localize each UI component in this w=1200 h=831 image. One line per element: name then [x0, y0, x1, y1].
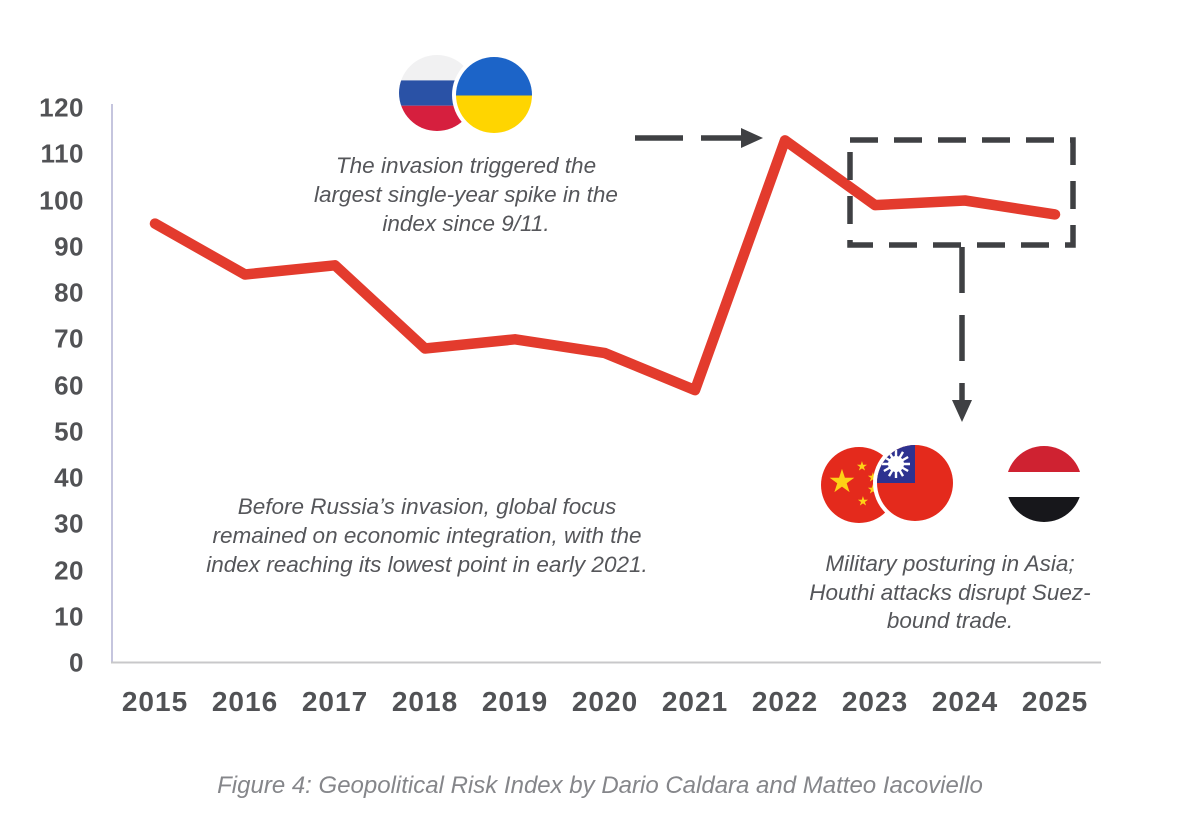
- y-tick-label: 70: [54, 323, 84, 354]
- asia-annotation: Military posturing in Asia; Houthi attac…: [770, 550, 1130, 636]
- x-tick-label: 2018: [391, 686, 459, 717]
- x-tick-label: 2019: [481, 686, 549, 717]
- svg-text:★: ★: [867, 483, 879, 498]
- x-tick-label: 2022: [751, 686, 819, 717]
- annotation-line: remained on economic integration, with t…: [212, 523, 642, 548]
- x-tick-label: 2025: [1021, 686, 1089, 717]
- taiwan-flag-icon: [873, 441, 957, 525]
- annotation-line: The invasion triggered the: [335, 153, 597, 178]
- risk-index-line: [149, 135, 1061, 396]
- ukraine-flag-icon: [452, 53, 536, 137]
- y-tick-label: 90: [54, 231, 84, 262]
- invasion-annotation: The invasion triggered the largest singl…: [291, 151, 641, 238]
- figure-caption: Figure 4: Geopolitical Risk Index by Dar…: [217, 772, 983, 799]
- x-tick-label: 2015: [121, 686, 189, 717]
- y-axis-labels: 0 10 20 30 40 50 60 70 80 90 100 110 120: [0, 0, 84, 831]
- annotation-line: bound trade.: [886, 608, 1014, 633]
- annotation-line: largest single-year spike in the: [314, 182, 618, 207]
- x-tick-label: 2021: [661, 686, 729, 717]
- y-tick-label: 120: [39, 92, 84, 123]
- y-tick-label: 100: [39, 185, 84, 215]
- y-tick-label: 40: [54, 462, 84, 493]
- annotation-line: index since 9/11.: [382, 211, 550, 236]
- annotation-line: index reaching its lowest point in early…: [206, 552, 648, 577]
- svg-text:★: ★: [857, 495, 869, 510]
- annotation-line: Houthi attacks disrupt Suez-: [809, 579, 1091, 605]
- x-tick-label: 2024: [931, 686, 999, 717]
- y-tick-label: 20: [54, 555, 84, 585]
- recent-years-highlight-box: [847, 137, 1076, 248]
- svg-text:★: ★: [867, 471, 879, 486]
- x-tick-label: 2020: [571, 686, 639, 717]
- x-axis-labels: 2015 2016 2017 2018 2019 2020 2021 2022 2023 2024…: [0, 686, 1200, 722]
- svg-text:★: ★: [856, 460, 868, 475]
- y-tick-label: 110: [40, 138, 84, 169]
- x-tick-label: 2017: [301, 686, 369, 717]
- x-tick-label: 2023: [841, 686, 909, 717]
- y-tick-label: 0: [69, 647, 84, 678]
- x-tick-label: 2016: [211, 686, 279, 717]
- annotation-line: Military posturing in Asia;: [825, 551, 1075, 576]
- annotation-line: Before Russia’s invasion, global focus: [237, 494, 617, 519]
- svg-text:★: ★: [828, 462, 857, 500]
- y-tick-label: 80: [54, 277, 84, 308]
- y-tick-label: 50: [54, 416, 84, 447]
- y-tick-label: 30: [54, 508, 84, 539]
- pre-invasion-annotation: Before Russia’s invasion, global focus r…: [140, 492, 714, 579]
- y-tick-label: 10: [54, 601, 84, 632]
- yemen-flag-icon: [1006, 446, 1082, 522]
- y-tick-label: 60: [54, 370, 84, 400]
